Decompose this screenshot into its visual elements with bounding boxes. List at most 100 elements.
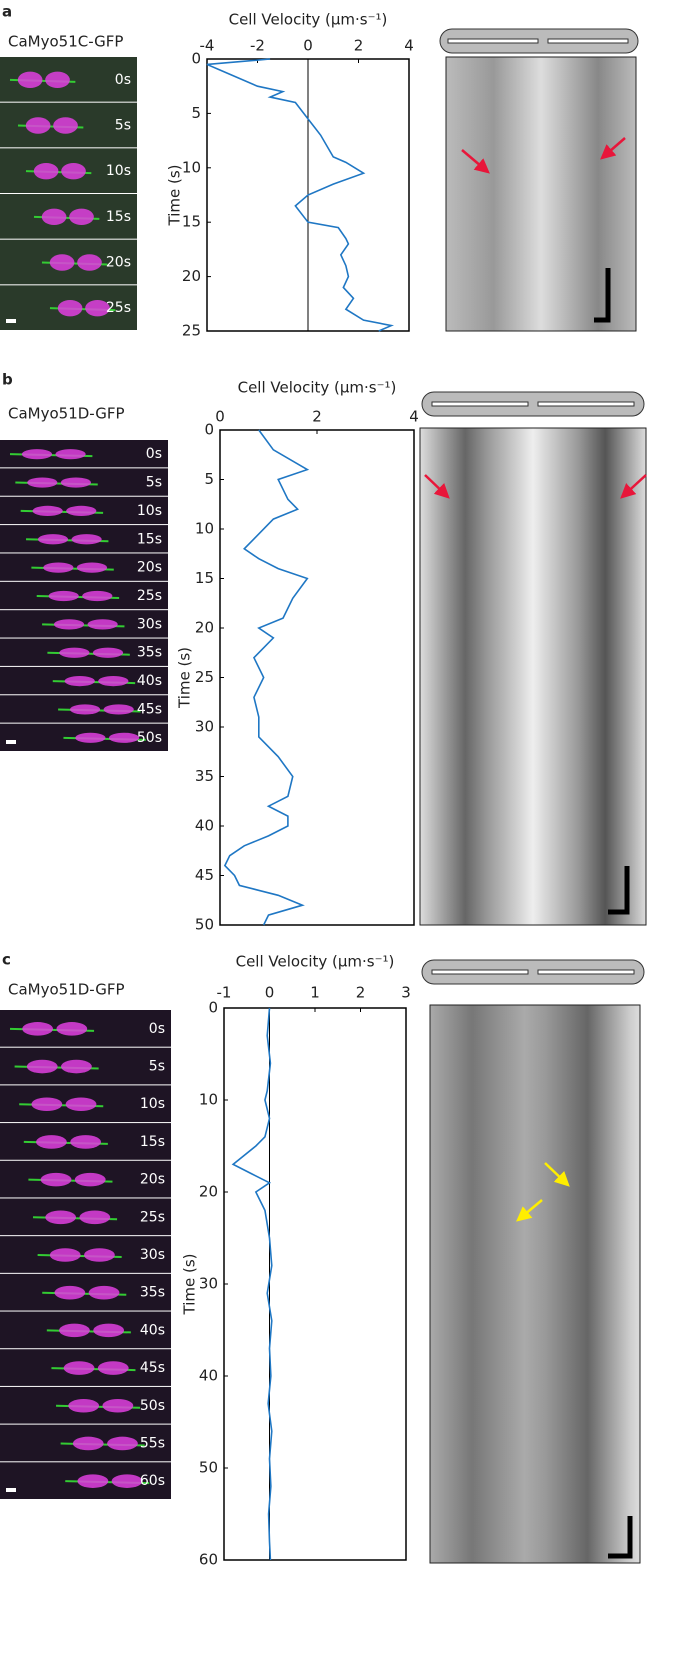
plot-area xyxy=(223,1007,407,1561)
cell-blob xyxy=(102,1398,134,1413)
x-tick-label: 3 xyxy=(401,984,411,1002)
cell-blob xyxy=(49,254,75,271)
frame-time: 10s xyxy=(106,163,131,179)
x-tick-label: 2 xyxy=(354,37,364,55)
cell-blob xyxy=(84,1248,115,1262)
x-tick-label: -2 xyxy=(250,37,265,55)
x-tick-label: 0 xyxy=(265,984,275,1002)
y-tick-label: 25 xyxy=(182,322,201,340)
cell-blob xyxy=(66,505,97,517)
cell-blob xyxy=(36,1135,67,1149)
cell-blob xyxy=(92,647,124,658)
cell-blob xyxy=(79,1210,111,1225)
frame-time: 25s xyxy=(137,588,162,604)
cell-blob xyxy=(93,1323,125,1338)
frame-time: 15s xyxy=(106,209,131,225)
cell-blob xyxy=(69,208,94,226)
cell-blob xyxy=(76,562,108,573)
kymographs xyxy=(419,28,647,1564)
cell-blob xyxy=(17,71,43,89)
y-tick-label: 25 xyxy=(195,668,214,686)
x-axis-title: Cell Velocity (μm·s⁻¹) xyxy=(238,379,397,397)
y-tick-label: 10 xyxy=(182,158,201,176)
x-axis-title: Cell Velocity (μm·s⁻¹) xyxy=(236,953,395,971)
cell-blob xyxy=(32,505,63,517)
cell-blob xyxy=(49,1248,81,1262)
cell-blob xyxy=(53,619,85,630)
frame-time: 20s xyxy=(106,255,131,271)
cell-blob xyxy=(70,1135,102,1149)
cell-blob xyxy=(31,1097,63,1112)
x-tick-label: 1 xyxy=(310,984,320,1002)
x-tick-label: 4 xyxy=(409,408,419,426)
scale-bar xyxy=(6,740,16,744)
frame xyxy=(0,194,137,239)
cell-blob xyxy=(37,534,69,545)
cell-blob xyxy=(63,1361,95,1375)
cell-blob xyxy=(59,1323,90,1338)
cell-blob xyxy=(68,1398,100,1413)
frame-time: 5s xyxy=(115,118,131,134)
x-tick-label: -1 xyxy=(217,984,232,1002)
protein-label: CaMyo51D-GFP xyxy=(8,405,125,423)
frame-time: 5s xyxy=(149,1059,165,1075)
frame-time: 25s xyxy=(140,1209,165,1225)
velocity-line xyxy=(206,58,395,332)
y-tick-label: 30 xyxy=(195,718,214,736)
cell-blob xyxy=(53,117,78,134)
x-tick-label: 2 xyxy=(312,408,322,426)
x-tick-label: 0 xyxy=(303,37,313,55)
frame-time: 25s xyxy=(106,300,131,316)
cell-blob xyxy=(55,449,86,460)
frame-time: 10s xyxy=(140,1096,165,1112)
x-axis-title: Cell Velocity (μm·s⁻¹) xyxy=(229,11,388,29)
cell-blob xyxy=(56,1022,88,1036)
cell-blob xyxy=(75,732,106,743)
cell-blob xyxy=(40,1172,72,1187)
cell-blob xyxy=(71,534,102,545)
y-tick-label: 15 xyxy=(182,213,201,231)
cell-blob xyxy=(64,675,95,687)
y-tick-label: 0 xyxy=(204,421,214,439)
frame-time: 45s xyxy=(137,701,162,717)
cell-blob xyxy=(65,1097,97,1112)
y-tick-label: 10 xyxy=(199,1091,218,1109)
y-tick-label: 50 xyxy=(199,1459,218,1477)
y-tick-label: 45 xyxy=(195,866,214,884)
cell-blob xyxy=(97,1361,129,1375)
frame-time: 35s xyxy=(140,1285,165,1301)
cell-blob xyxy=(107,1436,138,1451)
cell-blob xyxy=(45,71,70,89)
frame-time: 10s xyxy=(137,503,162,519)
scale-bar xyxy=(6,319,16,323)
frame-time: 60s xyxy=(140,1473,165,1489)
frame-time: 45s xyxy=(140,1360,165,1376)
cell-blob xyxy=(103,704,134,715)
cell-blob xyxy=(54,1285,86,1300)
cell-blob xyxy=(61,1059,92,1074)
frame-time: 15s xyxy=(140,1134,165,1150)
plot-area xyxy=(219,429,415,926)
frame-time: 0s xyxy=(149,1021,165,1037)
y-axis-title: Time (s) xyxy=(176,647,194,709)
cell-blob xyxy=(82,590,113,602)
cell-blob xyxy=(41,208,67,226)
cell-blob xyxy=(77,254,102,271)
protein-label: CaMyo51D-GFP xyxy=(8,981,125,999)
cell-blob xyxy=(21,449,53,460)
x-tick-label: 0 xyxy=(215,408,225,426)
frame-time: 5s xyxy=(146,475,162,491)
y-tick-label: 0 xyxy=(208,999,218,1017)
x-tick-label: 4 xyxy=(404,37,414,55)
cell-blob xyxy=(22,1022,54,1036)
cell-blob xyxy=(61,162,86,180)
cell-blob xyxy=(111,1474,143,1488)
cell-blob xyxy=(45,1210,77,1225)
frame-time: 50s xyxy=(140,1398,165,1414)
y-tick-label: 35 xyxy=(195,767,214,785)
y-tick-label: 50 xyxy=(195,916,214,934)
y-tick-label: 15 xyxy=(195,569,214,587)
cell-blob xyxy=(87,619,118,630)
velocity-line xyxy=(223,429,310,926)
y-tick-label: 60 xyxy=(199,1551,218,1569)
